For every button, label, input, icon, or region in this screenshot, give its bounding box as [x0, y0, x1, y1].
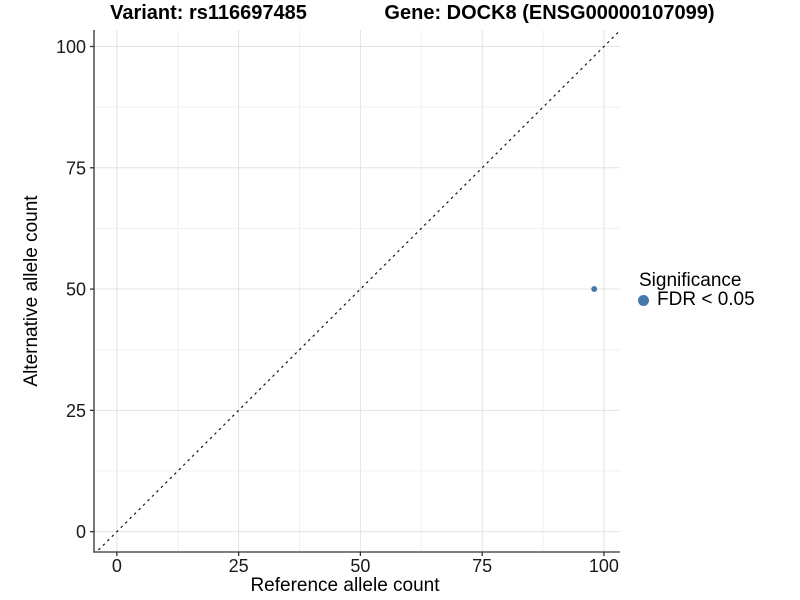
x-tick-label: 50 — [350, 556, 370, 576]
identity-dashed-line — [95, 30, 620, 552]
y-tick-label: 25 — [66, 401, 86, 421]
x-axis-title: Reference allele count — [250, 575, 440, 596]
plot-title-variant: Variant: rs116697485 — [110, 2, 307, 24]
plot-title-gene: Gene: DOCK8 (ENSG00000107099) — [384, 2, 715, 24]
y-tick-label: 75 — [66, 158, 86, 178]
y-tick-label: 50 — [66, 280, 86, 300]
y-tick-label: 100 — [56, 37, 86, 57]
legend-item-label: FDR < 0.05 — [657, 289, 755, 310]
y-axis-title: Alternative allele count — [21, 195, 42, 387]
y-tick-label: 0 — [76, 522, 86, 542]
legend-title: Significance — [639, 270, 742, 291]
x-tick-label: 100 — [589, 556, 619, 576]
data-point — [591, 286, 598, 293]
x-tick-label: 75 — [472, 556, 492, 576]
x-tick-label: 0 — [112, 556, 122, 576]
x-tick-label: 25 — [229, 556, 249, 576]
legend-point-marker-icon — [638, 295, 649, 306]
